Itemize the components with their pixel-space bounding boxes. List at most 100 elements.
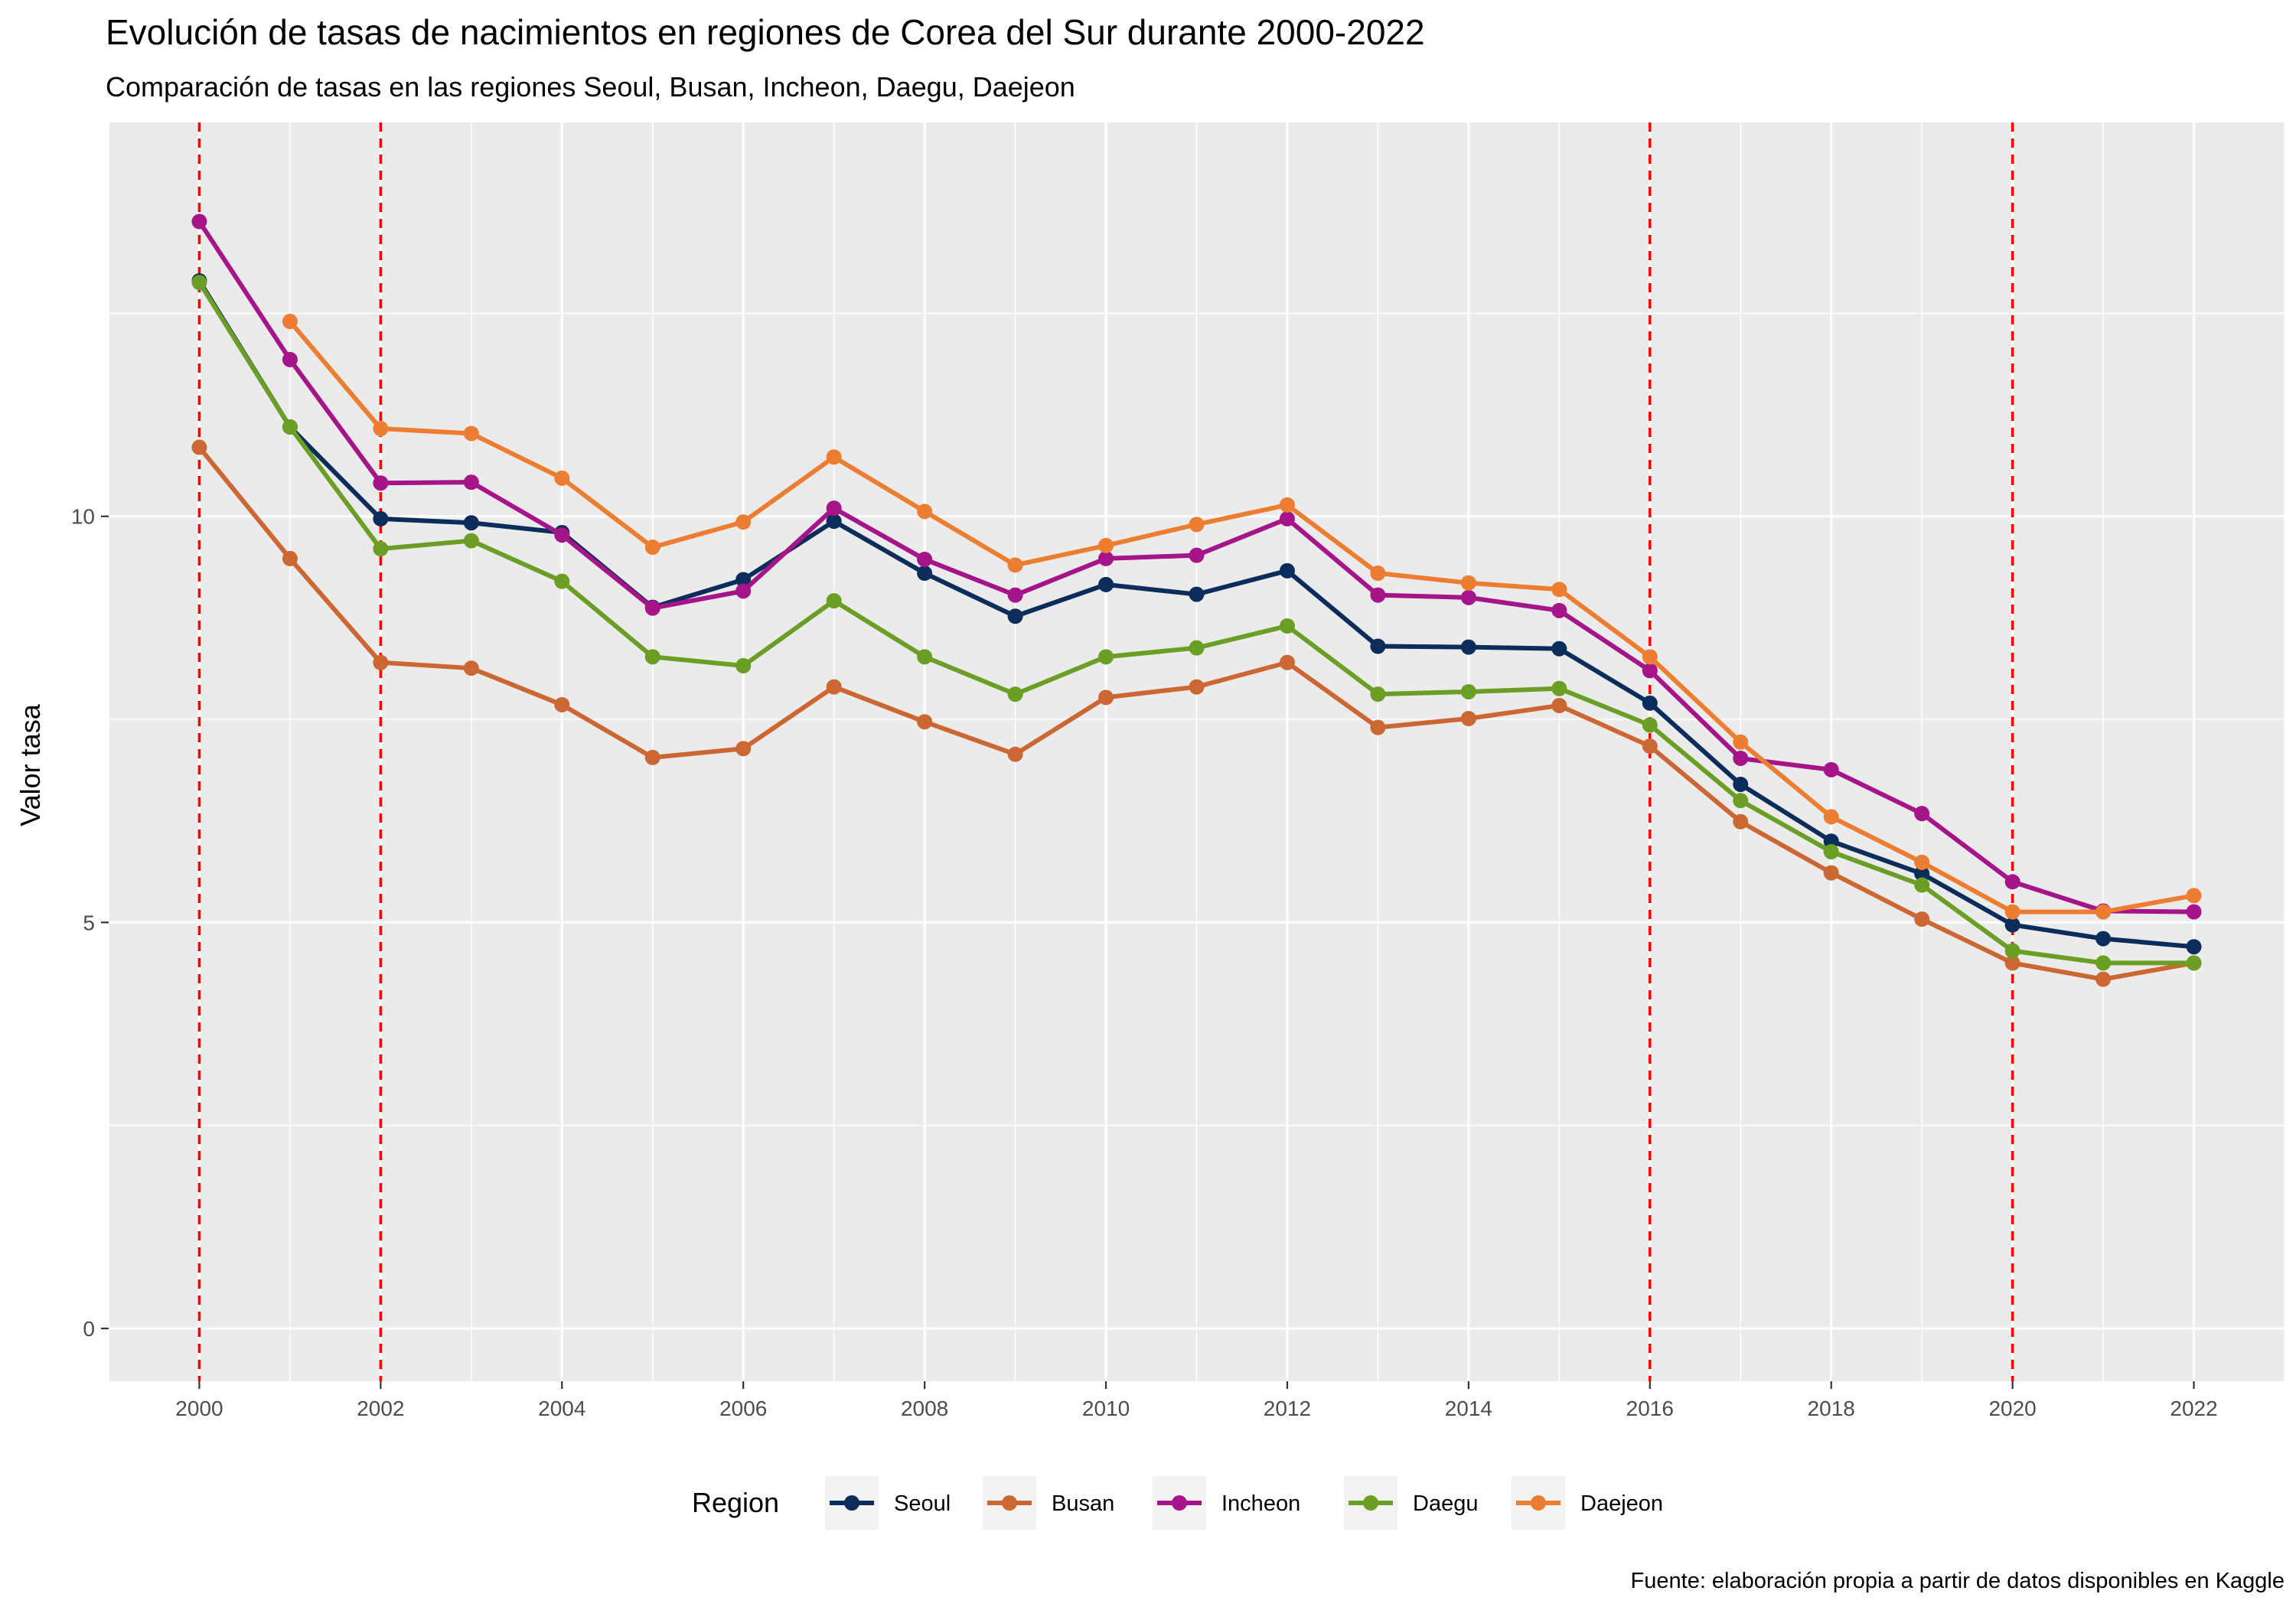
data-point-daejeon <box>373 421 389 437</box>
data-point-daegu <box>917 649 933 665</box>
data-point-daegu <box>1642 717 1658 733</box>
legend-key-point <box>1172 1495 1187 1511</box>
data-point-busan <box>2004 955 2020 971</box>
data-point-daejeon <box>1007 557 1023 573</box>
data-point-daegu <box>1733 793 1749 809</box>
data-point-daejeon <box>1733 734 1749 750</box>
data-point-seoul <box>1733 776 1749 792</box>
chart-title: Evolución de tasas de nacimientos en reg… <box>106 12 1425 52</box>
data-point-busan <box>1733 813 1749 830</box>
y-axis-label: Valor tasa <box>15 703 46 826</box>
data-point-seoul <box>1098 576 1114 592</box>
data-point-incheon <box>1823 761 1839 777</box>
data-point-daejeon <box>282 314 298 330</box>
data-point-daegu <box>2186 955 2202 971</box>
data-point-seoul <box>1642 695 1658 711</box>
data-point-daegu <box>826 593 842 609</box>
data-point-busan <box>735 741 752 757</box>
legend-title: Region <box>692 1487 779 1518</box>
data-point-daegu <box>282 419 298 435</box>
data-point-incheon <box>1370 587 1386 603</box>
legend-items: Seoul Busan Incheon Daegu Daejeon <box>825 1476 1663 1530</box>
data-point-busan <box>463 660 479 676</box>
data-point-seoul <box>2095 931 2112 947</box>
data-point-seoul <box>1551 641 1567 657</box>
x-tick-label: 2022 <box>2170 1397 2217 1420</box>
data-point-incheon <box>2186 904 2202 920</box>
data-point-seoul <box>1370 638 1386 654</box>
data-point-incheon <box>1007 587 1023 603</box>
legend-key-point <box>844 1495 859 1511</box>
data-point-seoul <box>2004 917 2020 933</box>
legend-label-daegu: Daegu <box>1413 1491 1478 1516</box>
data-point-seoul <box>1823 833 1839 849</box>
data-point-busan <box>1189 679 1205 695</box>
data-point-incheon <box>1098 550 1114 566</box>
data-point-incheon <box>373 475 389 491</box>
x-tick-label: 2006 <box>719 1397 767 1420</box>
data-point-incheon <box>1642 663 1658 679</box>
data-point-busan <box>917 714 933 730</box>
series-line-daejeon <box>288 320 2195 914</box>
y-tick-label: 10 <box>71 505 95 529</box>
data-point-incheon <box>191 214 207 230</box>
data-point-daegu <box>1007 686 1023 702</box>
data-point-incheon <box>1551 602 1567 618</box>
axes: 2000 2002 2004 2006 2008 2010 2012 2014 2016 2018… <box>71 505 2218 1420</box>
data-point-daegu <box>1189 640 1205 656</box>
data-point-daegu <box>735 658 752 674</box>
data-point-busan <box>1460 710 1476 726</box>
legend-key-point <box>1531 1495 1546 1511</box>
chart-subtitle: Comparación de tasas en las regiones Seo… <box>106 71 1075 103</box>
data-point-busan <box>554 696 570 712</box>
data-point-daejeon <box>1914 854 1930 870</box>
x-tick-label: 2000 <box>175 1397 223 1420</box>
data-point-busan <box>1370 719 1386 735</box>
data-point-daejeon <box>554 470 570 486</box>
legend-label-seoul: Seoul <box>894 1491 951 1516</box>
data-point-daejeon <box>917 504 933 520</box>
data-point-daejeon <box>826 449 842 465</box>
data-point-daegu <box>1370 686 1386 702</box>
legend-key-point <box>1002 1495 1017 1511</box>
x-tick-label: 2004 <box>538 1397 585 1420</box>
x-tick-label: 2010 <box>1082 1397 1130 1420</box>
y-tick-label: 0 <box>83 1317 95 1341</box>
data-point-daegu <box>1460 683 1476 699</box>
data-point-incheon <box>1189 547 1205 563</box>
legend-label-busan: Busan <box>1052 1491 1114 1516</box>
data-point-daejeon <box>1460 575 1476 591</box>
data-point-seoul <box>735 572 752 588</box>
data-point-seoul <box>373 510 389 526</box>
data-point-daejeon <box>1098 537 1114 553</box>
data-point-daegu <box>191 275 207 291</box>
data-point-daegu <box>1914 877 1930 893</box>
data-point-daejeon <box>1823 809 1839 825</box>
x-tick-label: 2008 <box>901 1397 948 1420</box>
caption: Fuente: elaboración propia a partir de d… <box>1631 1569 2285 1593</box>
data-point-busan <box>1823 865 1839 881</box>
x-tick-label: 2018 <box>1808 1397 1855 1420</box>
data-point-seoul <box>1189 586 1205 602</box>
data-point-busan <box>1098 689 1114 706</box>
data-point-daegu <box>644 649 660 665</box>
data-point-daejeon <box>735 514 752 530</box>
data-point-seoul <box>2186 939 2202 955</box>
legend-label-daejeon: Daejeon <box>1580 1491 1663 1516</box>
data-point-seoul <box>1279 562 1295 579</box>
data-point-daejeon <box>1370 566 1386 582</box>
data-point-daegu <box>1279 618 1295 634</box>
legend-label-incheon: Incheon <box>1221 1491 1300 1516</box>
data-point-daegu <box>1551 680 1567 696</box>
data-point-seoul <box>1460 639 1476 655</box>
data-point-busan <box>1279 654 1295 670</box>
data-point-busan <box>1551 698 1567 714</box>
data-point-daejeon <box>1551 582 1567 598</box>
data-point-incheon <box>644 600 660 616</box>
data-point-daegu <box>2095 955 2112 971</box>
data-point-daejeon <box>2004 904 2020 920</box>
data-point-incheon <box>463 474 479 491</box>
data-point-seoul <box>463 515 479 531</box>
data-point-busan <box>826 679 842 695</box>
